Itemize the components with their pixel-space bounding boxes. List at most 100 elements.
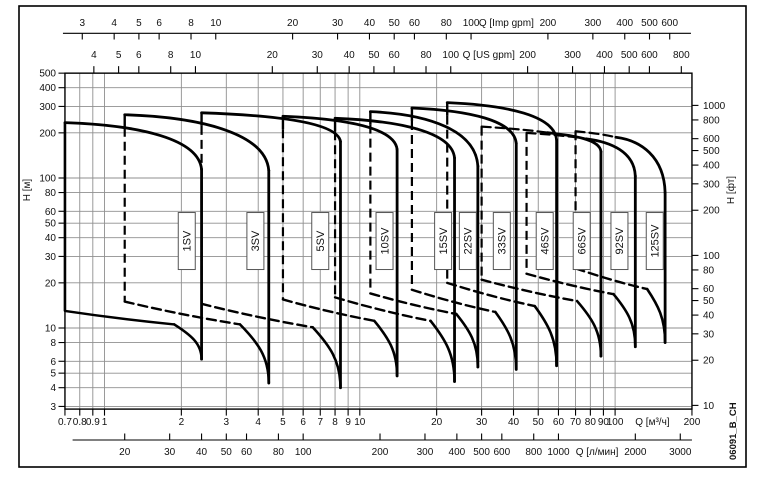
pump-labels: 1SV 3SV 5SV 10SV 15SV 22SV 33SV 46SV 66SV 92SV 125… bbox=[177, 212, 664, 271]
tick-label: 8 bbox=[332, 417, 338, 428]
tick-label: 30 bbox=[703, 329, 715, 340]
axis-unit-label: Q [US gpm] bbox=[463, 50, 515, 61]
outer-frame bbox=[18, 5, 747, 468]
tick-label: 50 bbox=[221, 447, 233, 458]
pump-label-46SV: 46SV bbox=[535, 212, 554, 271]
tick-label: 200 bbox=[372, 447, 389, 458]
envelope-15SV bbox=[333, 116, 456, 383]
tick-label: 30 bbox=[476, 417, 488, 428]
pump-label-22SV: 22SV bbox=[458, 212, 477, 271]
axis-top-us-gpm: 4 5 6 8 10 20 30 40 50 60 80 100 200 300 400 500 600 800 Q… bbox=[91, 50, 690, 74]
tick-label: 3000 bbox=[669, 447, 692, 458]
envelope-3SV bbox=[123, 113, 271, 385]
tick-label: 20 bbox=[119, 447, 131, 458]
tick-label: 90 bbox=[598, 417, 610, 428]
tick-label: 500 bbox=[641, 18, 658, 29]
tick-label: 80 bbox=[273, 447, 285, 458]
pump-envelopes bbox=[63, 101, 667, 390]
envelope-5SV bbox=[200, 111, 342, 390]
tick-label: 8 bbox=[50, 338, 56, 349]
tick-label: 100 bbox=[39, 174, 56, 185]
tick-label: 30 bbox=[312, 50, 324, 61]
pump-label-3SV: 3SV bbox=[246, 212, 265, 271]
tick-label: 400 bbox=[39, 83, 56, 94]
tick-label: 400 bbox=[449, 447, 466, 458]
axis-unit-label: Q [л/мин] bbox=[576, 447, 619, 458]
tick-label: 300 bbox=[564, 50, 581, 61]
envelope-33SV bbox=[410, 106, 518, 371]
tick-label: 500 bbox=[39, 69, 56, 80]
tick-label: 6 bbox=[136, 50, 142, 61]
pump-label-text: 125SV bbox=[650, 224, 662, 258]
tick-label: 400 bbox=[596, 50, 613, 61]
tick-label: 6 bbox=[300, 417, 306, 428]
tick-label: 4 bbox=[50, 383, 56, 394]
axis-bottom-lmin: 20 30 40 50 60 80 100 200 300 400 500 600 800 1000 200… bbox=[72, 433, 692, 458]
tick-label: 3 bbox=[79, 18, 85, 29]
tick-label: 20 bbox=[703, 356, 715, 367]
doc-code: 06091_B_CH bbox=[728, 402, 739, 460]
tick-label: 6 bbox=[50, 357, 56, 368]
pump-label-text: 5SV bbox=[315, 230, 327, 251]
envelope-92SV bbox=[525, 131, 637, 349]
tick-label: 60 bbox=[241, 447, 253, 458]
pump-label-5SV: 5SV bbox=[311, 212, 330, 271]
axis-top-imp-gpm: 3 4 5 6 8 10 20 30 40 50 60 80 100 200 300 400 500 600 Q [… bbox=[62, 18, 691, 40]
pump-label-text: 3SV bbox=[250, 230, 262, 251]
pump-label-text: 66SV bbox=[577, 227, 589, 255]
tick-label: 600 bbox=[703, 134, 720, 145]
tick-label: 100 bbox=[703, 251, 720, 262]
tick-label: 7 bbox=[317, 417, 323, 428]
tick-label: 3 bbox=[50, 402, 56, 413]
pump-label-text: 46SV bbox=[540, 227, 552, 255]
tick-label: 20 bbox=[45, 278, 57, 289]
tick-label: 500 bbox=[703, 146, 720, 157]
tick-label: 40 bbox=[344, 50, 356, 61]
tick-label: 10 bbox=[354, 417, 366, 428]
tick-label: 200 bbox=[703, 206, 720, 217]
axis-title-right: H [фт] bbox=[725, 176, 737, 204]
envelope-22SV bbox=[368, 110, 480, 369]
tick-label: 200 bbox=[39, 128, 56, 139]
tick-label: 0.9 bbox=[86, 417, 100, 428]
tick-label: 5 bbox=[50, 369, 56, 380]
tick-label: 400 bbox=[703, 161, 720, 172]
doc-code-group: 06091_B_CH bbox=[728, 402, 739, 460]
tick-label: 3 bbox=[224, 417, 230, 428]
tick-label: 600 bbox=[641, 50, 658, 61]
tick-label: 1000 bbox=[703, 101, 726, 112]
tick-label: 40 bbox=[196, 447, 208, 458]
tick-label: 200 bbox=[519, 50, 536, 61]
pump-label-text: 10SV bbox=[379, 227, 391, 255]
pump-label-33SV: 33SV bbox=[492, 212, 511, 271]
axis-unit-label: Q [Imp gpm] bbox=[479, 18, 534, 29]
tick-label: 300 bbox=[417, 447, 434, 458]
tick-label: 50 bbox=[533, 417, 545, 428]
tick-label: 30 bbox=[45, 252, 57, 263]
tick-label: 60 bbox=[409, 18, 421, 29]
tick-label: 400 bbox=[616, 18, 633, 29]
tick-label: 800 bbox=[525, 447, 542, 458]
tick-label: 0.7 bbox=[58, 417, 72, 428]
tick-label: 2000 bbox=[624, 447, 647, 458]
tick-label: 100 bbox=[295, 447, 312, 458]
axis-unit-label: Q [м³/ч] bbox=[635, 417, 670, 428]
tick-label: 4 bbox=[255, 417, 261, 428]
pump-label-10SV: 10SV bbox=[375, 212, 394, 271]
tick-label: 2 bbox=[179, 417, 185, 428]
tick-label: 300 bbox=[703, 179, 720, 190]
tick-label: 500 bbox=[621, 50, 638, 61]
tick-label: 10 bbox=[703, 401, 715, 412]
tick-label: 5 bbox=[136, 18, 142, 29]
tick-label: 80 bbox=[585, 417, 597, 428]
tick-label: 0.8 bbox=[73, 417, 87, 428]
tick-label: 9 bbox=[345, 417, 351, 428]
envelope-10SV bbox=[281, 114, 399, 378]
tick-label: 600 bbox=[493, 447, 510, 458]
tick-label: 40 bbox=[364, 18, 376, 29]
tick-label: 100 bbox=[607, 417, 624, 428]
